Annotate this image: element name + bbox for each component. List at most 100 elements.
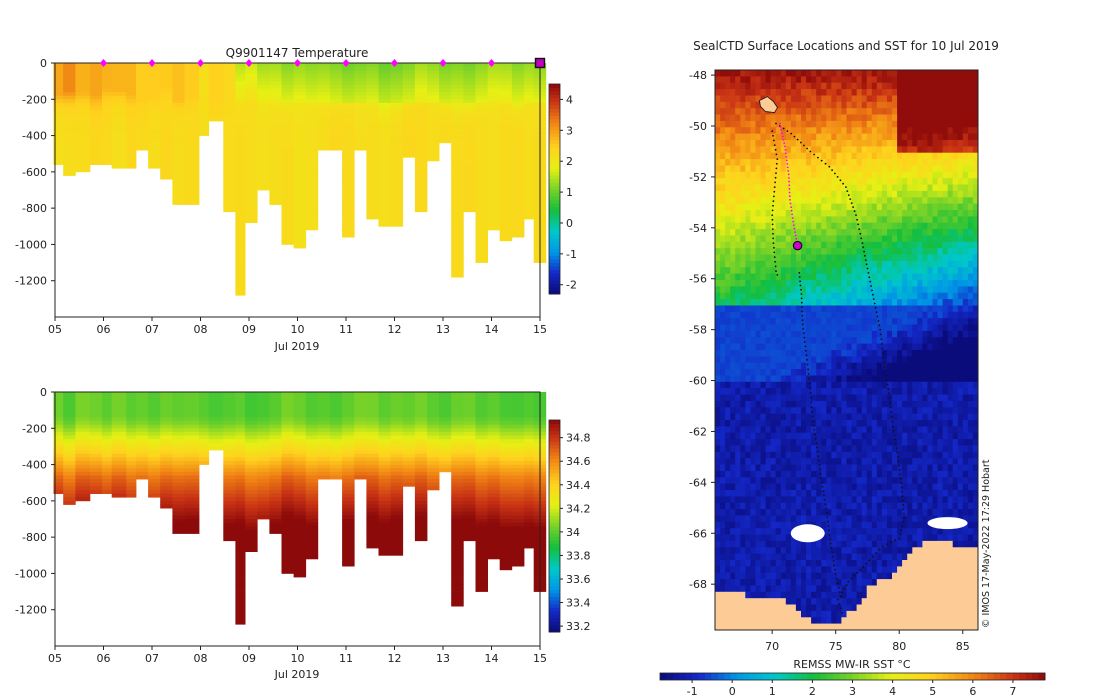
sst-cell <box>937 222 943 230</box>
salinity-y-tick-label: -200 <box>22 422 47 435</box>
sst-cell <box>856 235 863 243</box>
temperature-cell <box>111 106 127 111</box>
temperature-cell <box>487 77 501 82</box>
temperature-cell <box>223 84 236 89</box>
salinity-cell <box>223 457 236 462</box>
sst-cell <box>806 108 812 115</box>
salinity-cell <box>148 479 161 484</box>
salinity-cell <box>475 417 488 422</box>
salinity-cell <box>136 457 149 462</box>
temperature-colorbar-tick-label: 4 <box>566 93 573 106</box>
temperature-cell <box>223 88 236 93</box>
salinity-cell <box>223 395 236 400</box>
salinity-cell <box>475 493 488 498</box>
temperature-cell <box>269 161 282 165</box>
temperature-cell <box>245 121 258 126</box>
sst-cell <box>851 89 858 96</box>
sst-cell <box>735 82 741 90</box>
temperature-cell <box>102 153 113 158</box>
sst-cell <box>922 229 928 236</box>
temperature-cell <box>524 77 535 82</box>
sst-cell <box>871 216 878 224</box>
sst-cell <box>816 229 822 236</box>
salinity-cell <box>511 482 525 487</box>
salinity-cell <box>378 431 391 436</box>
temperature-cell <box>235 131 246 136</box>
salinity-cell <box>402 475 416 480</box>
temperature-cell <box>390 70 404 75</box>
sst-cell <box>856 203 863 211</box>
temperature-cell <box>487 164 501 169</box>
temperature-cell <box>63 106 76 111</box>
salinity-cell <box>199 392 210 396</box>
temperature-cell <box>439 92 452 96</box>
salinity-cell <box>463 450 476 455</box>
sst-cell <box>957 248 964 255</box>
salinity-cell <box>366 410 379 415</box>
salinity-cell <box>63 431 76 436</box>
temperature-cell <box>305 102 319 107</box>
salinity-cell <box>366 402 379 407</box>
sst-cell <box>821 152 827 160</box>
salinity-cell <box>390 402 404 407</box>
temperature-cell <box>235 146 246 151</box>
salinity-cell <box>223 417 236 422</box>
salinity-cell <box>89 453 103 458</box>
temperature-cell <box>427 66 440 71</box>
sst-cell <box>866 190 873 198</box>
sst-cell <box>765 178 772 185</box>
salinity-cell <box>160 471 173 476</box>
sst-cell <box>745 159 751 166</box>
temperature-cell <box>390 84 404 89</box>
sst-cell <box>861 222 868 230</box>
sst-cell <box>887 241 893 249</box>
temperature-cell <box>111 110 127 115</box>
salinity-cell <box>499 406 513 411</box>
sst-cell <box>866 229 873 236</box>
temperature-cell <box>223 81 236 86</box>
temperature-cell <box>511 229 525 234</box>
sst-cell <box>932 127 938 135</box>
salinity-cell <box>281 526 294 531</box>
temperature-cell <box>390 66 404 71</box>
temperature-cell <box>281 171 294 176</box>
sst-cell <box>861 184 868 192</box>
sst-cell <box>932 216 938 224</box>
sst-cell <box>735 178 741 185</box>
temperature-cell <box>184 88 200 93</box>
salinity-cell <box>126 468 137 473</box>
temperature-cell <box>63 161 76 165</box>
sst-cell <box>715 248 721 255</box>
salinity-cell <box>378 424 391 429</box>
sst-cell <box>922 165 928 173</box>
sst-cell <box>912 146 918 154</box>
sst-cell <box>937 190 943 198</box>
sst-cell <box>922 210 928 217</box>
salinity-cell <box>366 497 379 502</box>
salinity-cell <box>75 497 91 502</box>
sst-cell <box>957 165 964 173</box>
salinity-cell <box>342 493 355 498</box>
sst-cell <box>836 127 842 135</box>
sst-cell <box>760 203 766 211</box>
temperature-cell <box>366 135 379 140</box>
salinity-cell <box>281 424 294 429</box>
sst-cell <box>770 203 777 211</box>
temperature-cell <box>451 153 464 158</box>
temperature-cell <box>208 70 224 75</box>
sst-cell <box>866 235 873 243</box>
sst-cell <box>881 70 888 77</box>
sst-cell <box>841 108 847 115</box>
temperature-cell <box>172 99 185 104</box>
salinity-cell <box>75 450 91 455</box>
sst-cell <box>856 140 863 147</box>
salinity-cell <box>126 395 137 400</box>
temperature-cell <box>184 95 200 100</box>
salinity-cell <box>269 468 282 473</box>
salinity-cell <box>184 417 200 422</box>
temperature-cell <box>184 84 200 89</box>
sst-cell <box>775 229 782 236</box>
temperature-cell <box>235 197 246 202</box>
salinity-cell <box>390 500 404 505</box>
temperature-cell <box>63 63 76 67</box>
